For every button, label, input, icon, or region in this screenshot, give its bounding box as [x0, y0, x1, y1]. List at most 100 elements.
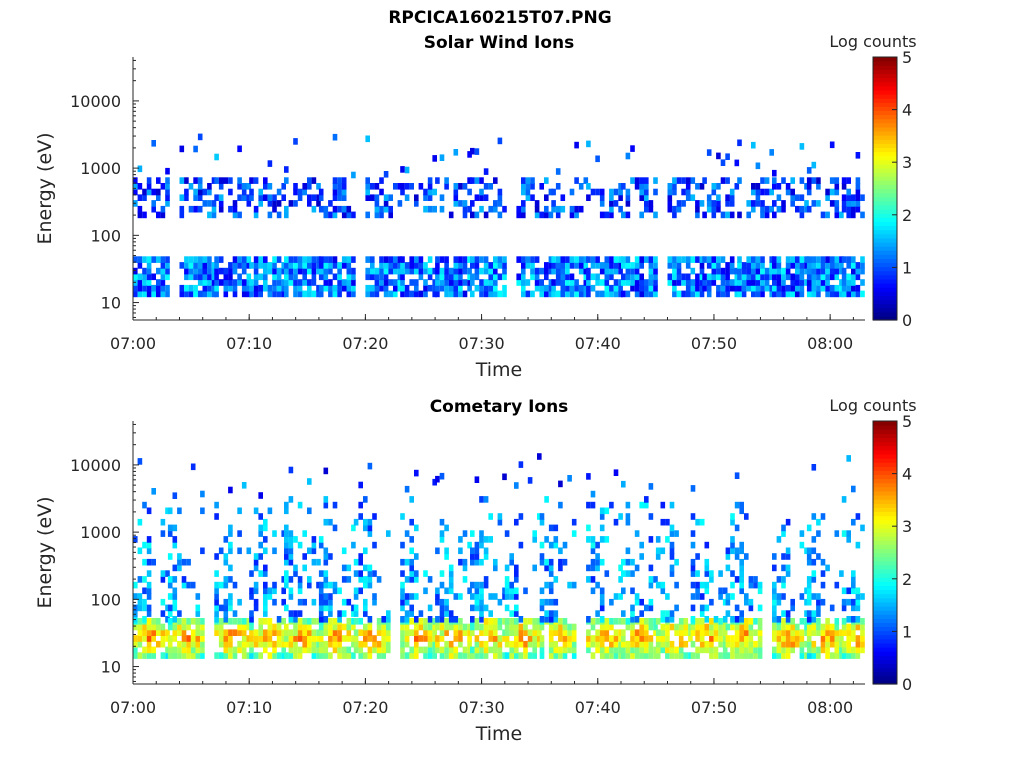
data-cell — [544, 558, 549, 566]
data-cell — [734, 629, 740, 636]
data-cell — [504, 635, 510, 642]
data-cell — [232, 211, 238, 219]
data-cell — [249, 652, 254, 659]
data-cell — [137, 604, 143, 612]
data-cell — [497, 194, 503, 201]
data-cell — [739, 635, 744, 642]
data-cell — [846, 279, 851, 286]
data-cell — [567, 635, 572, 642]
data-cell — [690, 256, 696, 263]
data-cell — [223, 610, 229, 617]
data-cell — [851, 581, 856, 589]
data-cell — [177, 507, 182, 515]
data-cell — [241, 646, 247, 654]
data-cell — [553, 616, 559, 623]
data-cell — [263, 256, 268, 263]
data-cell — [137, 262, 143, 269]
data-cell — [716, 256, 721, 263]
data-cell — [137, 256, 143, 263]
data-cell — [739, 564, 744, 572]
data-cell — [474, 623, 480, 631]
data-cell — [328, 593, 333, 600]
data-cell — [193, 284, 198, 292]
data-cell — [609, 290, 614, 298]
data-cell — [383, 171, 389, 178]
data-cell — [720, 211, 726, 219]
data-cell — [297, 541, 303, 549]
data-cell — [776, 576, 782, 583]
data-cell — [514, 587, 519, 595]
data-cell — [834, 273, 840, 281]
data-cell — [764, 188, 770, 196]
data-cell — [146, 629, 152, 636]
data-cell — [816, 262, 821, 269]
data-cell — [751, 284, 756, 292]
data-cell — [781, 652, 786, 659]
data-cell — [444, 262, 449, 269]
data-cell — [846, 194, 851, 201]
data-cell — [841, 284, 847, 292]
data-cell — [504, 576, 510, 583]
data-cell — [785, 616, 791, 623]
data-cell — [518, 640, 524, 648]
data-cell — [193, 273, 198, 281]
data-cell — [825, 211, 830, 219]
data-cell — [772, 646, 777, 654]
data-cell — [479, 581, 484, 589]
data-cell — [514, 570, 519, 577]
data-cell — [806, 279, 812, 286]
data-cell — [367, 570, 373, 577]
data-cell — [358, 618, 363, 625]
data-cell — [432, 652, 437, 659]
colorbar-swatch — [873, 642, 897, 648]
data-cell — [228, 618, 233, 625]
data-cell — [672, 279, 677, 286]
data-cell — [846, 284, 851, 292]
data-cell — [177, 640, 182, 648]
data-cell — [462, 262, 468, 269]
data-cell — [160, 205, 166, 213]
data-cell — [527, 652, 533, 659]
data-cell — [435, 256, 440, 263]
data-cell — [165, 188, 170, 196]
data-cell — [804, 267, 809, 275]
data-cell — [574, 211, 579, 219]
data-cell — [195, 635, 201, 642]
data-cell — [453, 290, 459, 298]
data-cell — [613, 629, 619, 636]
data-cell — [537, 629, 542, 636]
data-cell — [558, 618, 563, 625]
data-cell — [730, 646, 735, 654]
data-cell — [586, 256, 591, 263]
data-cell — [193, 194, 198, 201]
data-cell — [846, 188, 851, 196]
data-cell — [851, 273, 856, 281]
data-cell — [214, 273, 219, 281]
data-cell — [214, 587, 219, 595]
data-cell — [516, 211, 521, 219]
data-cell — [825, 188, 830, 196]
data-cell — [595, 553, 600, 560]
data-cell — [669, 623, 675, 631]
data-cell — [811, 640, 817, 648]
data-cell — [609, 618, 614, 625]
data-cell — [493, 267, 498, 275]
data-cell — [439, 646, 445, 654]
data-cell — [474, 148, 480, 155]
data-cell — [316, 652, 321, 659]
x-tick-label: 07:30 — [459, 698, 505, 717]
data-cell — [648, 267, 654, 275]
data-cell — [483, 547, 489, 555]
data-cell — [246, 194, 252, 201]
data-cell — [414, 570, 419, 577]
data-cell — [276, 635, 282, 642]
data-cell — [781, 284, 786, 292]
data-cell — [307, 256, 312, 263]
colorbar-swatch — [873, 531, 897, 537]
data-cell — [760, 284, 765, 292]
data-cell — [218, 629, 224, 636]
data-cell — [548, 267, 554, 275]
data-cell — [297, 598, 303, 606]
data-cell — [695, 518, 700, 526]
